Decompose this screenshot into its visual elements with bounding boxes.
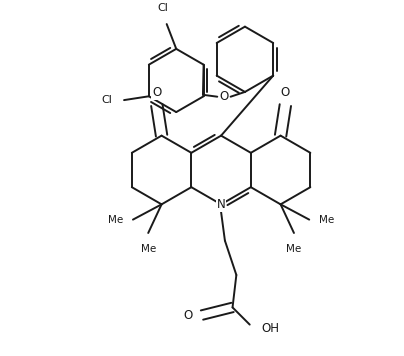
Text: Me: Me	[108, 215, 123, 225]
Text: O: O	[152, 86, 162, 99]
Text: O: O	[219, 90, 229, 103]
Text: O: O	[281, 86, 290, 99]
Text: Me: Me	[319, 215, 334, 225]
Text: O: O	[183, 309, 192, 321]
Text: Cl: Cl	[158, 2, 168, 12]
Text: Me: Me	[286, 245, 301, 255]
Text: OH: OH	[261, 322, 279, 335]
Text: N: N	[217, 198, 225, 211]
Text: Cl: Cl	[102, 95, 113, 105]
Text: Me: Me	[141, 245, 156, 255]
